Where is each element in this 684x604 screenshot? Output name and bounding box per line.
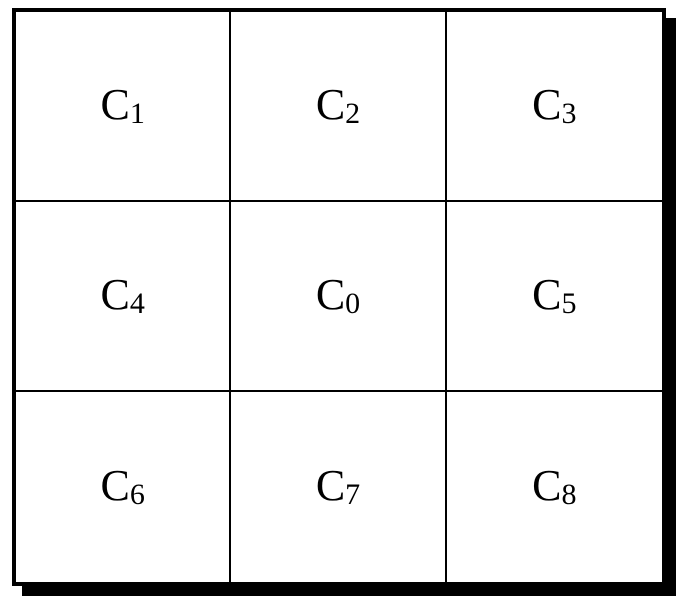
cell-label-base: C [316, 80, 345, 129]
cell-label-subscript: 5 [562, 287, 577, 320]
cell-label: C8 [532, 464, 576, 510]
drop-shadow-right [666, 18, 676, 596]
grid-cell: C2 [231, 12, 446, 202]
grid-cell: C7 [231, 392, 446, 582]
diagram-canvas: C1C2C3C4C0C5C6C7C8 [0, 0, 684, 604]
grid-cell: C6 [16, 392, 231, 582]
cell-label-subscript: 7 [345, 478, 360, 511]
grid-cell: C0 [231, 202, 446, 392]
cell-label-base: C [532, 270, 561, 319]
cell-label: C7 [316, 464, 360, 510]
cell-label-base: C [100, 461, 129, 510]
cell-label-subscript: 2 [345, 97, 360, 130]
grid-cell: C3 [447, 12, 662, 202]
cell-label: C5 [532, 273, 576, 319]
cell-grid: C1C2C3C4C0C5C6C7C8 [12, 8, 666, 586]
cell-label-base: C [100, 270, 129, 319]
cell-label: C0 [316, 273, 360, 319]
cell-label: C6 [100, 464, 144, 510]
cell-label-subscript: 0 [345, 287, 360, 320]
cell-label-subscript: 1 [130, 97, 145, 130]
grid-cell: C4 [16, 202, 231, 392]
cell-label: C1 [100, 83, 144, 129]
cell-label-subscript: 8 [562, 478, 577, 511]
cell-label-subscript: 6 [130, 478, 145, 511]
cell-label: C2 [316, 83, 360, 129]
cell-label: C3 [532, 83, 576, 129]
grid-cell: C1 [16, 12, 231, 202]
cell-label-base: C [316, 461, 345, 510]
cell-label-base: C [532, 461, 561, 510]
cell-label: C4 [100, 273, 144, 319]
drop-shadow-bottom [22, 586, 676, 596]
cell-label-base: C [100, 80, 129, 129]
grid-cell: C5 [447, 202, 662, 392]
grid-cell: C8 [447, 392, 662, 582]
cell-label-subscript: 4 [130, 287, 145, 320]
cell-label-base: C [532, 80, 561, 129]
cell-label-subscript: 3 [562, 97, 577, 130]
cell-label-base: C [316, 270, 345, 319]
